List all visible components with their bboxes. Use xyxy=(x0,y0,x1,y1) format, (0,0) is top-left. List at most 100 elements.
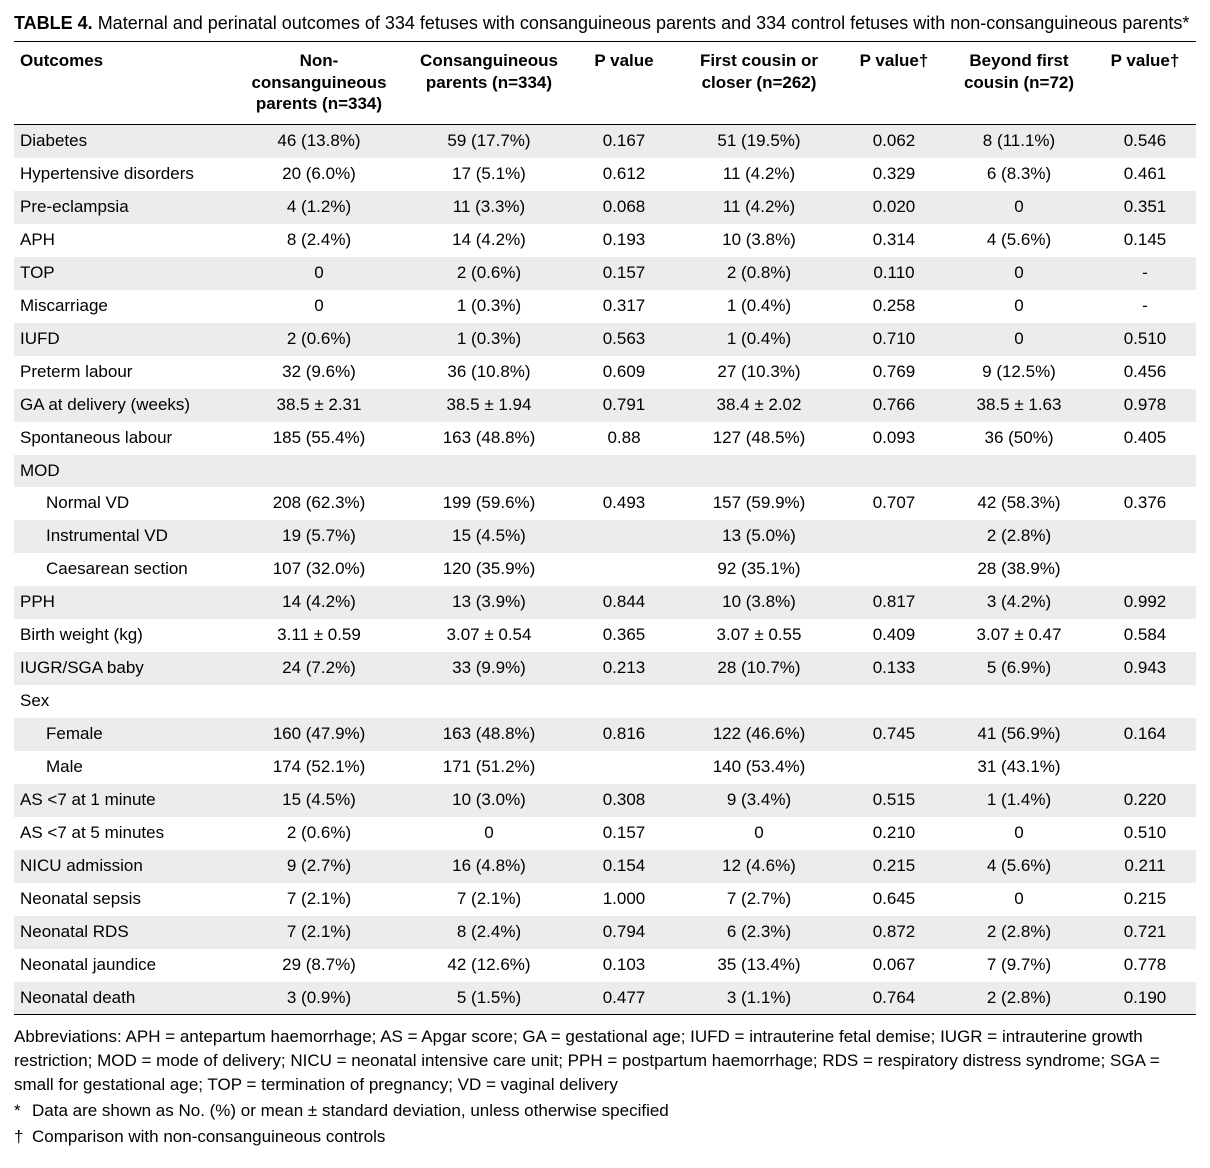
cell: 19 (5.7%) xyxy=(234,520,404,553)
cell: 7 (2.7%) xyxy=(674,883,844,916)
row-label: Female xyxy=(14,718,234,751)
row-label: NICU admission xyxy=(14,850,234,883)
cell: 0.351 xyxy=(1094,191,1196,224)
cell: 0.154 xyxy=(574,850,674,883)
footnote-dagger-symbol: † xyxy=(14,1125,32,1149)
col-pvalue-bfc: P value† xyxy=(1094,42,1196,125)
cell: 0 xyxy=(944,191,1094,224)
table-header-row: Outcomes Non-consanguineous parents (n=3… xyxy=(14,42,1196,125)
cell: 0.584 xyxy=(1094,619,1196,652)
row-label: Neonatal jaundice xyxy=(14,949,234,982)
cell: 0.612 xyxy=(574,158,674,191)
cell: 0.329 xyxy=(844,158,944,191)
cell: 0.721 xyxy=(1094,916,1196,949)
cell: 3.07 ± 0.55 xyxy=(674,619,844,652)
cell: 29 (8.7%) xyxy=(234,949,404,982)
cell: 0.645 xyxy=(844,883,944,916)
cell: 59 (17.7%) xyxy=(404,125,574,158)
cell: - xyxy=(1094,257,1196,290)
row-label: Neonatal RDS xyxy=(14,916,234,949)
cell: - xyxy=(1094,290,1196,323)
cell: 0.794 xyxy=(574,916,674,949)
cell: 38.5 ± 2.31 xyxy=(234,389,404,422)
row-label: Male xyxy=(14,751,234,784)
outcomes-table: Outcomes Non-consanguineous parents (n=3… xyxy=(14,41,1196,1015)
cell: 208 (62.3%) xyxy=(234,487,404,520)
col-pvalue: P value xyxy=(574,42,674,125)
cell: 10 (3.8%) xyxy=(674,586,844,619)
footnote-dagger: † Comparison with non-consanguineous con… xyxy=(14,1125,1196,1149)
table-row: PPH14 (4.2%)13 (3.9%)0.84410 (3.8%)0.817… xyxy=(14,586,1196,619)
cell: 15 (4.5%) xyxy=(234,784,404,817)
table-row: Neonatal sepsis7 (2.1%)7 (2.1%)1.0007 (2… xyxy=(14,883,1196,916)
cell: 0.133 xyxy=(844,652,944,685)
cell: 0.461 xyxy=(1094,158,1196,191)
row-label: Pre-eclampsia xyxy=(14,191,234,224)
cell: 32 (9.6%) xyxy=(234,356,404,389)
table-header: Outcomes Non-consanguineous parents (n=3… xyxy=(14,42,1196,125)
cell xyxy=(574,685,674,718)
cell: 160 (47.9%) xyxy=(234,718,404,751)
row-label: Neonatal sepsis xyxy=(14,883,234,916)
table-number: TABLE 4. xyxy=(14,13,93,33)
cell xyxy=(844,751,944,784)
row-label: Normal VD xyxy=(14,487,234,520)
cell: 1 (0.3%) xyxy=(404,323,574,356)
cell: 28 (10.7%) xyxy=(674,652,844,685)
cell: 0.764 xyxy=(844,982,944,1015)
table-row: Normal VD208 (62.3%)199 (59.6%)0.493157 … xyxy=(14,487,1196,520)
cell: 12 (4.6%) xyxy=(674,850,844,883)
cell: 1.000 xyxy=(574,883,674,916)
cell: 17 (5.1%) xyxy=(404,158,574,191)
table-row: Neonatal RDS7 (2.1%)8 (2.4%)0.7946 (2.3%… xyxy=(14,916,1196,949)
row-label: Birth weight (kg) xyxy=(14,619,234,652)
row-label: Caesarean section xyxy=(14,553,234,586)
cell: 42 (58.3%) xyxy=(944,487,1094,520)
cell: 0.103 xyxy=(574,949,674,982)
table-row: Caesarean section107 (32.0%)120 (35.9%)9… xyxy=(14,553,1196,586)
cell: 15 (4.5%) xyxy=(404,520,574,553)
cell: 0.766 xyxy=(844,389,944,422)
row-label: IUGR/SGA baby xyxy=(14,652,234,685)
cell: 0.193 xyxy=(574,224,674,257)
table-body: Diabetes46 (13.8%)59 (17.7%)0.16751 (19.… xyxy=(14,125,1196,1015)
table-row: Hypertensive disorders20 (6.0%)17 (5.1%)… xyxy=(14,158,1196,191)
table-row: AS <7 at 1 minute15 (4.5%)10 (3.0%)0.308… xyxy=(14,784,1196,817)
cell: 185 (55.4%) xyxy=(234,422,404,455)
cell: 0.493 xyxy=(574,487,674,520)
cell: 0.510 xyxy=(1094,323,1196,356)
table-row: Preterm labour32 (9.6%)36 (10.8%)0.60927… xyxy=(14,356,1196,389)
cell: 0.745 xyxy=(844,718,944,751)
cell: 4 (5.6%) xyxy=(944,224,1094,257)
cell: 3 (4.2%) xyxy=(944,586,1094,619)
col-outcomes: Outcomes xyxy=(14,42,234,125)
cell: 0.778 xyxy=(1094,949,1196,982)
cell: 107 (32.0%) xyxy=(234,553,404,586)
cell: 0.609 xyxy=(574,356,674,389)
cell: 7 (2.1%) xyxy=(404,883,574,916)
table-row: Miscarriage01 (0.3%)0.3171 (0.4%)0.2580- xyxy=(14,290,1196,323)
cell: 6 (8.3%) xyxy=(944,158,1094,191)
cell xyxy=(1094,455,1196,488)
col-pvalue-fc: P value† xyxy=(844,42,944,125)
cell: 0.308 xyxy=(574,784,674,817)
row-label: IUFD xyxy=(14,323,234,356)
cell: 31 (43.1%) xyxy=(944,751,1094,784)
table-title: TABLE 4. Maternal and perinatal outcomes… xyxy=(14,12,1196,35)
cell: 1 (1.4%) xyxy=(944,784,1094,817)
cell: 0.817 xyxy=(844,586,944,619)
cell: 199 (59.6%) xyxy=(404,487,574,520)
cell: 0.093 xyxy=(844,422,944,455)
cell: 0.510 xyxy=(1094,817,1196,850)
cell xyxy=(674,685,844,718)
row-label: GA at delivery (weeks) xyxy=(14,389,234,422)
cell: 0 xyxy=(234,257,404,290)
cell: 0 xyxy=(404,817,574,850)
cell: 2 (0.6%) xyxy=(234,323,404,356)
cell: 157 (59.9%) xyxy=(674,487,844,520)
cell: 0.314 xyxy=(844,224,944,257)
row-label: MOD xyxy=(14,455,234,488)
cell: 36 (10.8%) xyxy=(404,356,574,389)
cell: 9 (12.5%) xyxy=(944,356,1094,389)
cell: 13 (5.0%) xyxy=(674,520,844,553)
